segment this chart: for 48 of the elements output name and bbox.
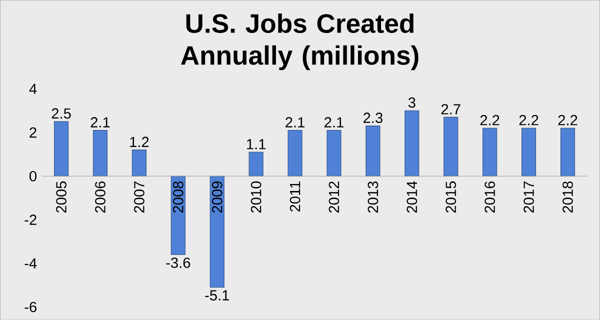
bar <box>248 152 264 176</box>
y-tick-label: 0 <box>30 171 37 182</box>
x-tick-label: 2009 <box>212 182 222 213</box>
y-tick-label: -4 <box>24 258 37 269</box>
bar <box>210 176 224 288</box>
bar <box>444 117 458 176</box>
y-tick-label: 2 <box>30 127 36 138</box>
bar <box>482 128 498 176</box>
chart-title: U.S. Jobs Created Annually (millions) <box>181 14 418 70</box>
x-tick-label: 2014 <box>406 181 418 213</box>
x-tick-label: 2006 <box>95 182 106 213</box>
data-label: 2.3 <box>364 112 382 124</box>
x-tick-label: 2017 <box>524 182 534 213</box>
x-tick-label: 2008 <box>172 182 184 213</box>
x-tick-label: 2016 <box>484 182 496 213</box>
data-label: 1.2 <box>130 136 149 148</box>
data-label: -5.1 <box>205 290 230 301</box>
data-label: 2.1 <box>286 117 304 128</box>
x-tick-label: 2015 <box>446 182 456 213</box>
x-tick-label: 2005 <box>56 182 66 213</box>
x-tick-label: 2010 <box>250 182 262 213</box>
bar <box>288 130 302 176</box>
x-tick-label: 2007 <box>134 182 144 213</box>
bar <box>366 126 380 176</box>
x-tick-label: 2012 <box>328 182 340 213</box>
data-label: 1.1 <box>247 139 266 150</box>
x-tick-label: 2018 <box>562 182 573 213</box>
x-tick-label: 2011 <box>290 182 300 212</box>
bar <box>404 110 420 176</box>
data-label: 2.5 <box>52 108 71 119</box>
bar <box>522 128 536 176</box>
data-label: 2.1 <box>90 117 110 128</box>
data-label: 2.2 <box>519 115 538 126</box>
data-label: 2.2 <box>480 115 500 126</box>
data-label: 2.2 <box>558 115 578 126</box>
x-tick-label: 2013 <box>368 182 378 213</box>
y-tick-label: 4 <box>29 84 37 94</box>
bar <box>560 128 576 176</box>
data-label: 2.1 <box>324 117 344 128</box>
bar <box>92 130 108 176</box>
y-tick-label: -6 <box>24 302 36 312</box>
bar <box>326 130 342 176</box>
bar <box>54 121 69 176</box>
data-label: 3 <box>408 98 416 108</box>
y-tick-label: -2 <box>24 214 36 225</box>
bar <box>132 150 146 176</box>
data-label: 2.7 <box>441 104 460 114</box>
data-label: -3.6 <box>166 258 190 268</box>
